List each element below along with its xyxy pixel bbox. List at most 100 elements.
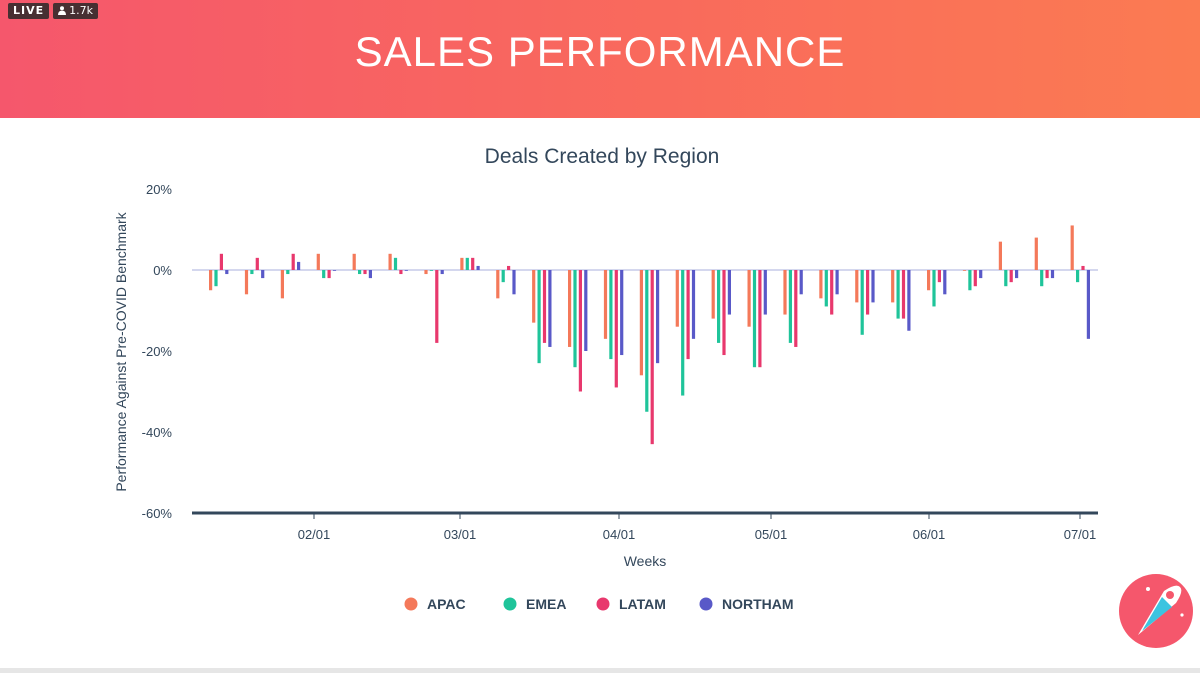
- bar-northam: [261, 270, 265, 279]
- legend-item-latam[interactable]: LATAM: [596, 596, 666, 612]
- legend-marker: [503, 597, 517, 611]
- legend-item-northam[interactable]: NORTHAM: [699, 596, 794, 612]
- bar-apac: [460, 257, 464, 270]
- x-tick-label: 03/01: [444, 527, 477, 542]
- bar-emea: [358, 270, 362, 275]
- x-tick-label: 06/01: [913, 527, 946, 542]
- x-tick-label: 04/01: [603, 527, 636, 542]
- bar-latam: [937, 270, 941, 283]
- bar-latam: [327, 270, 331, 279]
- y-tick-label: -40%: [142, 425, 173, 440]
- viewer-count-badge: 1.7k: [53, 3, 99, 19]
- bar-apac: [352, 253, 356, 270]
- legend-marker: [596, 597, 610, 611]
- bar-emea: [824, 270, 828, 307]
- bar-latam: [435, 270, 439, 343]
- bar-emea: [286, 270, 290, 275]
- bar-apac: [747, 270, 751, 327]
- bottom-divider: [0, 668, 1200, 673]
- bar-latam: [1081, 265, 1085, 270]
- x-axis-label: Weeks: [624, 553, 667, 569]
- legend-label: EMEA: [526, 596, 566, 612]
- bar-apac: [568, 270, 572, 347]
- x-tick-label: 02/01: [298, 527, 331, 542]
- rocket-logo-icon: [1119, 574, 1193, 648]
- bar-latam: [866, 270, 870, 315]
- bar-emea: [501, 270, 505, 283]
- bar-apac: [388, 253, 392, 270]
- bar-northam: [691, 270, 696, 339]
- x-tick-label: 07/01: [1064, 527, 1097, 542]
- bar-latam: [363, 270, 367, 275]
- page-title: SALES PERFORMANCE: [354, 28, 846, 75]
- bar-northam: [225, 270, 229, 275]
- bar-northam: [656, 270, 660, 364]
- bar-latam: [722, 270, 726, 356]
- legend: APAC EMEA LATAM NORTHAM: [404, 596, 794, 612]
- bar-northam: [835, 270, 839, 295]
- chart-title: Deals Created by Region: [485, 145, 720, 168]
- bar-emea: [968, 270, 972, 291]
- bar-latam: [291, 253, 295, 270]
- bar-northam: [907, 270, 911, 331]
- y-tick-label: 20%: [146, 182, 172, 197]
- bar-apac: [1034, 237, 1038, 270]
- bar-apac: [1070, 225, 1074, 270]
- header-banner: LIVE 1.7k SALES PERFORMANCE: [0, 0, 1200, 118]
- y-tick-label: -60%: [142, 506, 173, 521]
- bar-northam: [476, 265, 480, 270]
- live-badge: LIVE: [8, 3, 50, 19]
- bar-apac: [639, 270, 643, 376]
- x-tick-labels: 02/01 03/01 04/01 05/01 06/01 07/01: [298, 514, 1097, 542]
- bar-latam: [686, 270, 690, 360]
- bar-apac: [927, 270, 931, 291]
- bar-northam: [512, 270, 516, 295]
- bar-emea: [573, 270, 577, 368]
- y-tick-labels: 20% 0% -20% -40% -60%: [142, 182, 173, 521]
- bar-latam: [507, 265, 511, 270]
- viewer-count: 1.7k: [69, 4, 94, 17]
- legend-marker: [404, 597, 418, 611]
- bar-apac: [711, 270, 715, 319]
- bar-emea: [1004, 270, 1008, 287]
- legend-label: LATAM: [619, 596, 666, 612]
- bar-emea: [1076, 270, 1080, 283]
- y-axis-label: Performance Against Pre-COVID Benchmark: [113, 211, 129, 491]
- bar-emea: [393, 257, 398, 270]
- bar-northam: [943, 270, 947, 295]
- bar-apac: [244, 270, 249, 295]
- bar-emea: [322, 270, 326, 279]
- bar-latam: [1045, 270, 1049, 279]
- bar-latam: [830, 270, 834, 315]
- bar-apac: [496, 270, 500, 299]
- bar-latam: [578, 270, 582, 392]
- bar-northam: [297, 261, 301, 270]
- bar-emea: [1040, 270, 1044, 287]
- y-tick-label: 0%: [153, 263, 172, 278]
- bar-latam: [255, 257, 259, 270]
- bar-northam: [871, 270, 875, 303]
- bar-emea: [645, 270, 649, 412]
- bar-apac: [998, 241, 1002, 270]
- legend-item-emea[interactable]: EMEA: [503, 596, 567, 612]
- bar-apac: [962, 270, 967, 271]
- bar-emea: [860, 270, 864, 335]
- bar-apac: [603, 270, 608, 339]
- bar-latam: [794, 270, 798, 347]
- y-tick-label: -20%: [142, 344, 173, 359]
- bar-emea: [932, 270, 936, 307]
- x-tick-label: 05/01: [755, 527, 788, 542]
- legend-label: NORTHAM: [722, 596, 794, 612]
- bar-apac: [280, 270, 284, 299]
- deals-created-chart: Deals Created by Region Performance Agai…: [113, 145, 1098, 612]
- legend-item-apac[interactable]: APAC: [404, 596, 466, 612]
- bar-apac: [424, 270, 428, 275]
- legend-marker: [699, 597, 713, 611]
- bar-latam: [973, 270, 977, 287]
- bar-emea: [214, 270, 218, 287]
- bar-northam: [799, 270, 803, 295]
- bar-northam: [404, 270, 408, 271]
- bar-emea: [250, 270, 254, 275]
- bar-emea: [465, 257, 469, 270]
- bar-emea: [681, 270, 685, 396]
